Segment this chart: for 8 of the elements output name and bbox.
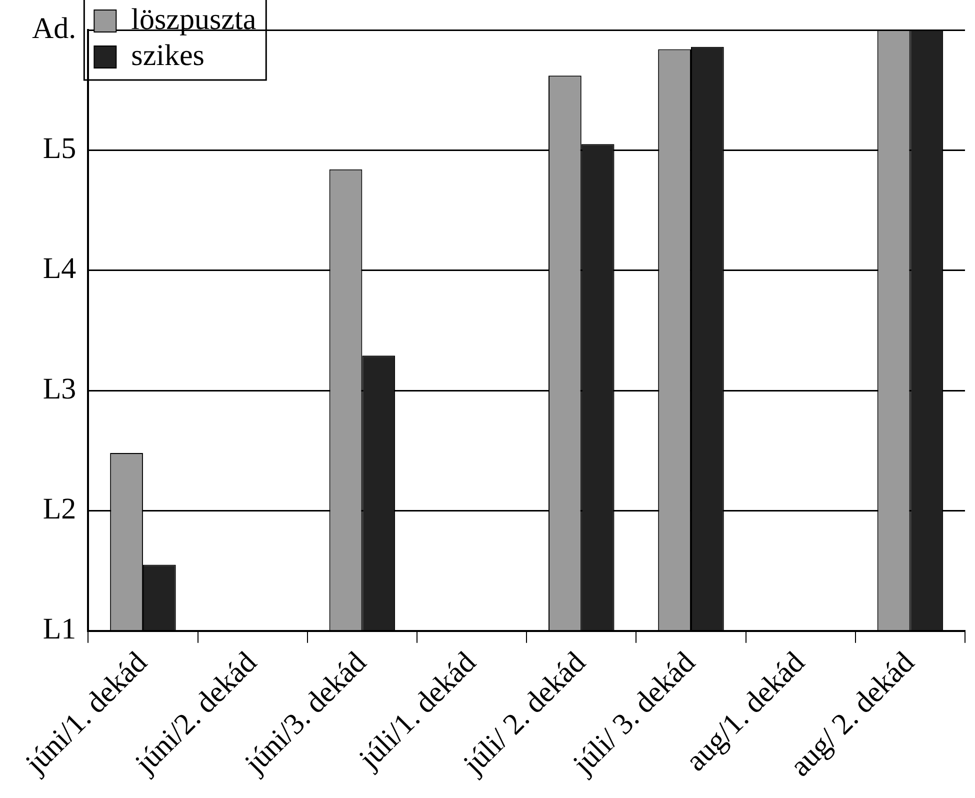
text: Ad. [32,12,76,45]
text: L1 [42,612,76,646]
text: L2 [42,492,76,526]
text: L5 [42,132,76,166]
legend-label: szikes [131,38,204,72]
text: L4 [42,252,76,286]
text: L3 [42,372,76,406]
legend-label: löszpuszta [131,2,256,36]
